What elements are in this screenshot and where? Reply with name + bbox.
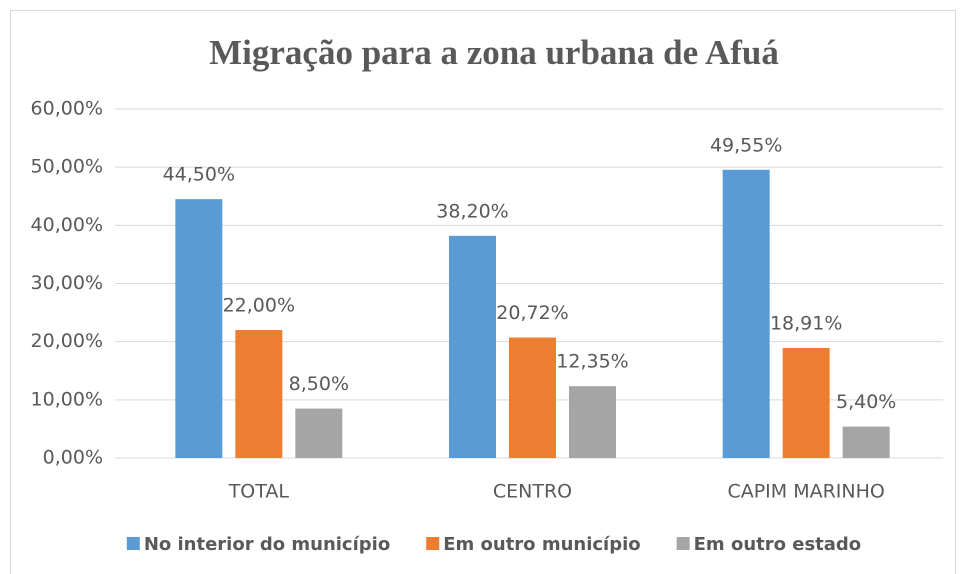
x-tick-label: CENTRO bbox=[493, 481, 572, 503]
x-tick-label: CAPIM MARINHO bbox=[727, 481, 884, 503]
data-label: 49,55% bbox=[710, 134, 782, 156]
y-tick-label: 50,00% bbox=[31, 156, 103, 178]
bar bbox=[842, 426, 890, 458]
x-tick-label: TOTAL bbox=[228, 481, 290, 503]
bar bbox=[782, 348, 830, 458]
data-label: 5,40% bbox=[836, 391, 896, 413]
legend-swatch bbox=[676, 537, 690, 550]
legend-label: No interior do município bbox=[144, 534, 390, 555]
bar bbox=[295, 408, 343, 458]
bar bbox=[722, 169, 770, 458]
y-tick-label: 10,00% bbox=[31, 388, 103, 410]
y-tick-label: 0,00% bbox=[43, 447, 103, 469]
y-tick-label: 30,00% bbox=[31, 272, 103, 294]
data-label: 8,50% bbox=[289, 373, 349, 395]
y-tick-label: 20,00% bbox=[31, 330, 103, 352]
data-label: 22,00% bbox=[223, 295, 295, 317]
legend-swatch bbox=[426, 537, 440, 550]
data-label: 12,35% bbox=[556, 351, 628, 373]
y-tick-label: 40,00% bbox=[31, 214, 103, 236]
legend-label: Em outro estado bbox=[694, 534, 862, 555]
chart-title: Migração para a zona urbana de Afuá bbox=[209, 33, 779, 72]
bar bbox=[509, 337, 556, 458]
data-label: 20,72% bbox=[496, 302, 568, 324]
legend-swatch bbox=[126, 537, 140, 550]
data-label: 44,50% bbox=[163, 164, 235, 186]
bar bbox=[235, 330, 283, 458]
data-label: 38,20% bbox=[436, 200, 508, 222]
y-tick-label: 60,00% bbox=[31, 98, 103, 120]
bar bbox=[569, 386, 616, 458]
data-label: 18,91% bbox=[770, 313, 842, 335]
bar bbox=[175, 199, 223, 459]
bar bbox=[449, 235, 496, 458]
legend-label: Em outro município bbox=[443, 534, 640, 555]
